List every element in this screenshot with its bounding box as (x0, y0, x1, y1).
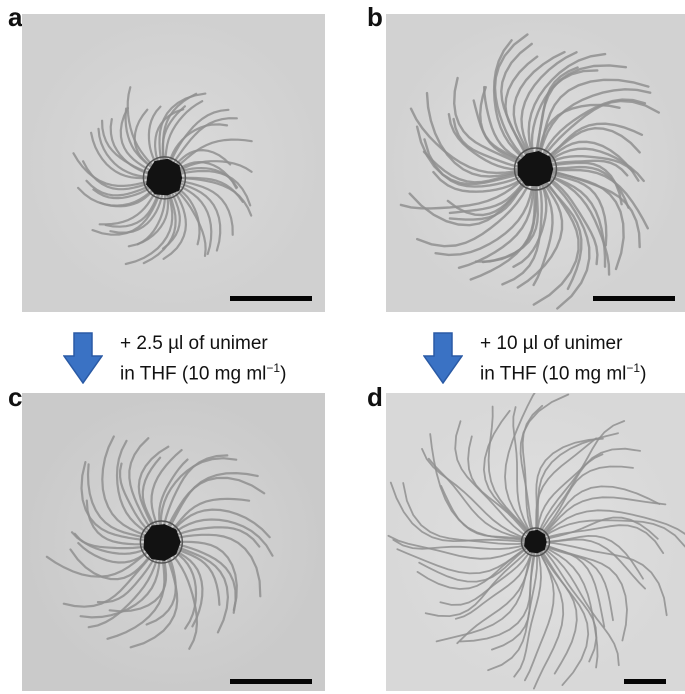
panel-label-c: c (8, 382, 23, 412)
scale-bar-c (230, 679, 312, 684)
micrograph-b (386, 14, 685, 312)
annotation-right-line1: + 10 µl of unimer (480, 333, 623, 354)
scale-bar-b (593, 296, 675, 301)
panel-label-a: a (8, 2, 23, 32)
micrograph-image (386, 14, 685, 312)
annotation-left: + 2.5 µl of unimer in THF (10 mg ml−1) (120, 332, 286, 386)
down-arrow-icon (423, 332, 463, 384)
scale-bar-d (624, 679, 666, 684)
down-arrow-icon (63, 332, 103, 384)
panel-label-b: b (367, 2, 383, 32)
annotation-right: + 10 µl of unimer in THF (10 mg ml−1) (480, 332, 646, 386)
micrograph-c (22, 393, 325, 691)
annotation-left-line1: + 2.5 µl of unimer (120, 333, 268, 354)
micrograph-d (386, 393, 685, 691)
annotation-left-line2: in THF (10 mg ml−1) (120, 361, 287, 385)
micrograph-a (22, 14, 325, 312)
micrograph-image (22, 14, 325, 312)
scale-bar-a (230, 296, 312, 301)
micrograph-image (386, 393, 685, 691)
micrograph-image (22, 393, 325, 691)
panel-label-d: d (367, 382, 383, 412)
annotation-right-line2: in THF (10 mg ml−1) (480, 361, 647, 385)
